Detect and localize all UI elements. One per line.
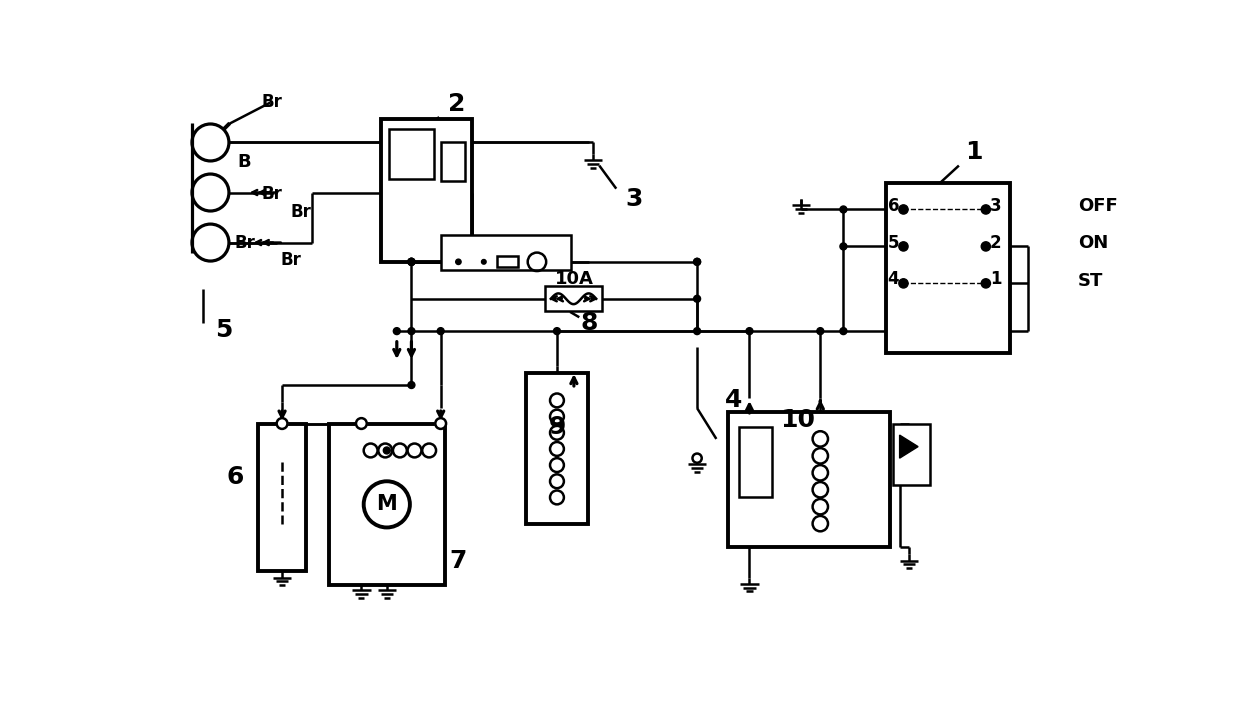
Text: 4: 4 — [888, 270, 899, 288]
Text: Br: Br — [234, 234, 255, 251]
Text: 7: 7 — [450, 549, 467, 573]
Text: 3: 3 — [625, 186, 642, 210]
Bar — [389, 128, 434, 179]
Circle shape — [408, 381, 415, 388]
Circle shape — [383, 447, 391, 454]
Circle shape — [981, 279, 991, 288]
Text: Br: Br — [262, 185, 283, 203]
Bar — [441, 143, 465, 181]
Circle shape — [435, 418, 446, 429]
Circle shape — [277, 418, 288, 429]
Bar — [258, 424, 306, 571]
Text: OFF: OFF — [1079, 196, 1118, 215]
Text: Br: Br — [281, 251, 301, 269]
Bar — [739, 427, 771, 496]
Circle shape — [393, 328, 401, 335]
Text: ON: ON — [1079, 234, 1109, 251]
Circle shape — [408, 258, 415, 265]
Text: 8: 8 — [580, 311, 598, 335]
Text: 1: 1 — [990, 270, 1002, 288]
Text: 6: 6 — [888, 196, 899, 215]
Circle shape — [553, 328, 560, 335]
Bar — [329, 424, 444, 585]
Text: 1: 1 — [966, 140, 983, 164]
Circle shape — [693, 328, 701, 335]
Text: 5: 5 — [215, 318, 232, 342]
Text: 10: 10 — [780, 407, 815, 431]
Circle shape — [839, 206, 847, 213]
Text: 6: 6 — [227, 465, 244, 489]
Text: ST: ST — [1079, 272, 1104, 290]
Circle shape — [408, 258, 415, 265]
Bar — [894, 424, 930, 485]
Circle shape — [408, 258, 415, 265]
Text: 10A: 10A — [554, 270, 593, 288]
Text: 2: 2 — [448, 92, 465, 116]
Bar — [382, 119, 472, 262]
Circle shape — [693, 295, 701, 302]
Text: B: B — [238, 152, 252, 171]
Polygon shape — [899, 435, 918, 458]
Circle shape — [692, 453, 702, 463]
Circle shape — [746, 328, 753, 335]
Circle shape — [408, 258, 415, 265]
Circle shape — [817, 328, 823, 335]
Text: 2: 2 — [990, 234, 1002, 251]
Text: Br: Br — [262, 92, 283, 111]
Text: 3: 3 — [990, 196, 1002, 215]
Text: 5: 5 — [888, 234, 899, 251]
Bar — [885, 184, 1011, 353]
Circle shape — [981, 205, 991, 214]
Circle shape — [693, 258, 701, 265]
Circle shape — [438, 328, 444, 335]
Circle shape — [899, 205, 908, 214]
Bar — [544, 287, 603, 311]
Circle shape — [481, 260, 486, 264]
Bar — [441, 235, 570, 270]
Circle shape — [899, 241, 908, 251]
Text: Br: Br — [290, 203, 311, 221]
Text: 4: 4 — [725, 388, 743, 412]
Circle shape — [981, 241, 991, 251]
Circle shape — [839, 243, 847, 250]
Circle shape — [456, 259, 461, 265]
Circle shape — [693, 258, 701, 265]
Bar — [526, 373, 588, 524]
Circle shape — [899, 279, 908, 288]
Circle shape — [356, 418, 367, 429]
Bar — [728, 412, 889, 546]
Bar — [497, 256, 518, 267]
Circle shape — [408, 328, 415, 335]
Text: 9: 9 — [548, 415, 565, 439]
Circle shape — [839, 328, 847, 335]
Text: M: M — [377, 494, 397, 515]
